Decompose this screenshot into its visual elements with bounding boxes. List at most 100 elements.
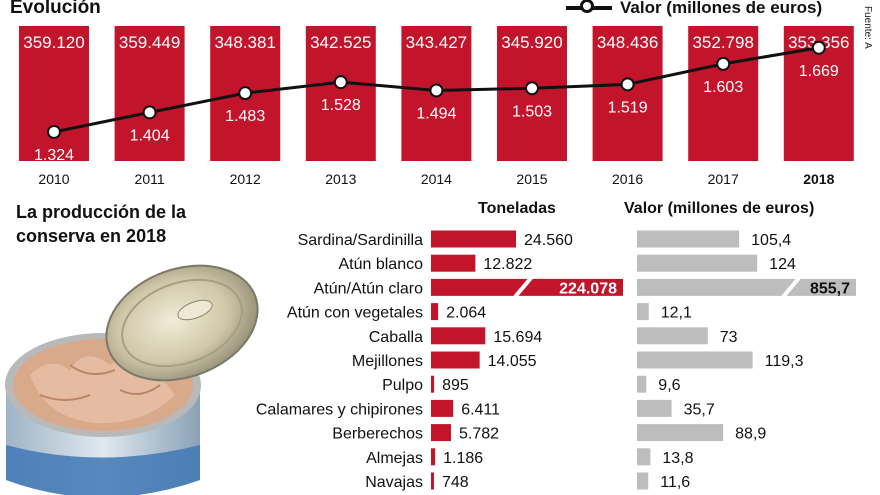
evolution-chart: 359.120 2010 359.449 2011 348.381 2012 342.525… xyxy=(19,26,854,187)
value-point xyxy=(47,124,61,139)
year-tick-label: 2012 xyxy=(230,171,261,187)
valor-value-label: 855,7 xyxy=(810,280,850,297)
year-tick-label: 2013 xyxy=(325,171,356,187)
bar-value-label: 359.449 xyxy=(119,33,180,52)
toneladas-value-label: 12.822 xyxy=(483,256,532,273)
year-tick-label: 2014 xyxy=(421,171,452,187)
toneladas-value-label: 895 xyxy=(442,377,469,394)
tuna-can-illustration xyxy=(5,264,259,495)
toneladas-bar xyxy=(431,303,439,321)
column-header-toneladas: Toneladas xyxy=(478,200,556,217)
legend-label: Valor (millones de euros) xyxy=(620,0,823,17)
toneladas-bar xyxy=(431,424,452,442)
toneladas-value-label: 14.055 xyxy=(488,353,537,370)
legend: Valor (millones de euros) xyxy=(566,0,822,19)
value-point xyxy=(142,105,157,120)
valor-value-label: 88,9 xyxy=(735,426,766,443)
year-bar xyxy=(305,26,376,161)
year-tick-label: 2018 xyxy=(803,171,834,187)
value-point xyxy=(620,77,635,92)
valor-bar xyxy=(637,472,649,490)
category-label: Almejas xyxy=(366,450,423,467)
year-tick-label: 2017 xyxy=(708,171,739,187)
toneladas-bar xyxy=(431,472,434,490)
category-label: Pulpo xyxy=(382,377,423,394)
toneladas-value-label: 15.694 xyxy=(493,329,542,346)
toneladas-bar xyxy=(431,351,480,369)
toneladas-value-label: 5.782 xyxy=(459,426,499,443)
line-value-label: 1.669 xyxy=(799,63,839,80)
category-label: Atún blanco xyxy=(338,256,423,273)
valor-value-label: 73 xyxy=(720,329,738,346)
year-bar xyxy=(114,26,185,161)
valor-value-label: 11,6 xyxy=(660,474,690,491)
category-label: Sardina/Sardinilla xyxy=(298,232,424,249)
valor-bar xyxy=(637,424,724,442)
category-label: Atún/Atún claro xyxy=(314,280,424,297)
line-value-label: 1.603 xyxy=(703,79,743,96)
bar-value-label: 348.436 xyxy=(597,33,658,52)
section-title: La producción de la conserva en 2018 xyxy=(16,202,187,246)
bar-value-label: 345.920 xyxy=(501,33,562,52)
toneladas-bar xyxy=(431,230,517,248)
year-bar xyxy=(592,26,663,161)
year-tick-label: 2011 xyxy=(135,171,165,187)
toneladas-value-label: 748 xyxy=(442,474,469,491)
value-point xyxy=(429,83,444,98)
category-label: Atún con vegetales xyxy=(287,305,423,322)
bar-value-label: 359.120 xyxy=(23,33,84,52)
year-tick-label: 2016 xyxy=(612,171,643,187)
valor-bar xyxy=(637,230,740,248)
bar-value-label: 352.798 xyxy=(692,33,753,52)
axis-break-mark xyxy=(513,276,533,299)
valor-value-label: 13,8 xyxy=(662,450,693,467)
valor-bar xyxy=(637,375,647,393)
column-header-valor: Valor (millones de euros) xyxy=(624,200,815,217)
line-value-label: 1.494 xyxy=(416,105,456,122)
category-label: Berberechos xyxy=(332,426,423,443)
value-point xyxy=(333,75,348,90)
toneladas-bar xyxy=(431,278,623,296)
category-label: Mejillones xyxy=(352,353,423,370)
category-label: Navajas xyxy=(365,474,423,491)
line-value-label: 1.503 xyxy=(512,103,552,120)
valor-bar xyxy=(637,303,649,321)
bar-value-label: 342.525 xyxy=(310,33,371,52)
valor-value-label: 105,4 xyxy=(751,232,791,249)
valor-bar xyxy=(637,448,651,466)
valor-value-label: 124 xyxy=(769,256,796,273)
valor-value-label: 35,7 xyxy=(684,401,715,418)
valor-bar xyxy=(637,254,758,272)
toneladas-value-label: 2.064 xyxy=(446,305,486,322)
year-tick-label: 2015 xyxy=(516,171,547,187)
toneladas-value-label: 1.186 xyxy=(443,450,483,467)
line-value-label: 1.528 xyxy=(321,97,361,114)
source-note: Fuente: A xyxy=(862,6,873,49)
toneladas-value-label: 6.411 xyxy=(461,401,500,418)
toneladas-bar xyxy=(431,399,454,417)
value-point xyxy=(238,86,253,101)
toneladas-value-label: 24.560 xyxy=(524,232,573,249)
valor-bar xyxy=(637,327,708,345)
toneladas-value-label: 224.078 xyxy=(559,280,617,297)
bar-value-label: 343.427 xyxy=(406,33,467,52)
valor-bar xyxy=(637,351,753,369)
category-label: Calamares y chipirones xyxy=(256,401,423,418)
axis-break-mark xyxy=(781,276,801,299)
toneladas-bar xyxy=(431,254,476,272)
valor-value-label: 119,3 xyxy=(765,353,804,370)
line-value-label: 1.519 xyxy=(608,99,648,116)
chart-title: Evolución xyxy=(10,0,101,18)
line-value-label: 1.324 xyxy=(34,147,74,164)
valor-value-label: 12,1 xyxy=(661,305,692,322)
toneladas-bar xyxy=(431,375,435,393)
category-label: Caballa xyxy=(369,329,423,346)
year-bar xyxy=(688,26,759,161)
legend-line-marker xyxy=(566,0,612,13)
value-point xyxy=(811,40,826,55)
line-value-label: 1.404 xyxy=(130,127,170,144)
bar-value-label: 348.381 xyxy=(214,33,275,52)
value-point xyxy=(716,56,731,71)
valor-bar xyxy=(637,278,856,296)
toneladas-bar xyxy=(431,448,436,466)
